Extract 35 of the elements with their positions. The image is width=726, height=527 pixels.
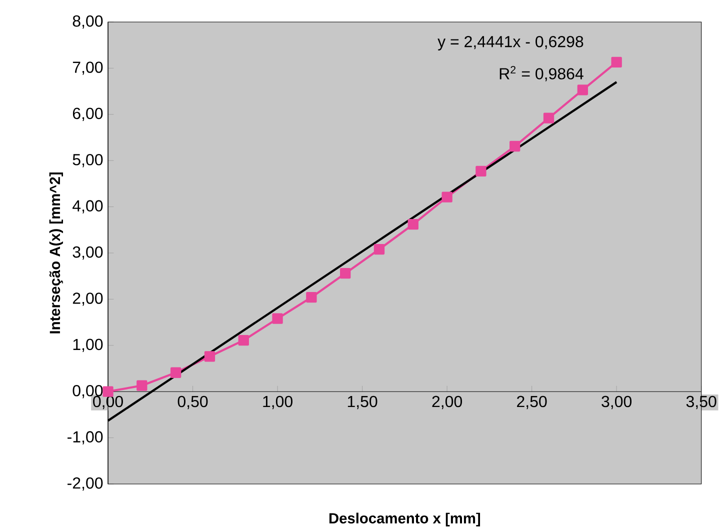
point xyxy=(272,313,283,324)
y-tick-label: -2,00 xyxy=(68,477,103,491)
point xyxy=(577,84,588,96)
y-tick-label: 4,00 xyxy=(72,200,103,214)
point xyxy=(510,140,520,152)
point xyxy=(340,268,351,279)
y-tick-label: 5,00 xyxy=(72,154,103,168)
x-tick-label: 1,00 xyxy=(263,396,292,410)
x-tick-label: 3,00 xyxy=(602,396,632,410)
point xyxy=(306,292,317,303)
point xyxy=(374,244,385,255)
point xyxy=(408,219,418,230)
y-tick-label: 6,00 xyxy=(72,108,103,122)
y-tick-label: 7,00 xyxy=(72,62,103,75)
y-tick-label: 3,00 xyxy=(72,246,103,260)
y-axis-title: Interseção A(x) [mm^2] xyxy=(49,172,63,334)
point xyxy=(476,166,486,177)
point xyxy=(170,367,182,378)
point xyxy=(543,112,554,124)
point xyxy=(442,192,452,202)
point xyxy=(611,56,622,68)
point xyxy=(204,351,216,362)
y-tick-label: 1,00 xyxy=(73,338,103,352)
point xyxy=(238,334,249,346)
x-tick-label: 0,50 xyxy=(178,396,208,410)
x-tick-label: 2,50 xyxy=(517,396,547,410)
annotation: y = 2,4441x - 0,6298 xyxy=(438,36,584,50)
annotation: R$^{2}$ = 0,9864 xyxy=(500,66,584,82)
point xyxy=(136,380,148,391)
x-axis-title: Deslocamento x [mm] xyxy=(329,512,480,526)
y-tick-label: 8,00 xyxy=(72,15,103,29)
x-tick-label: 1,50 xyxy=(348,396,378,410)
y-tick-label: 2,00 xyxy=(72,292,103,306)
x-tick-label: 2,00 xyxy=(432,396,462,410)
y-tick-label: -1,00 xyxy=(68,431,103,444)
